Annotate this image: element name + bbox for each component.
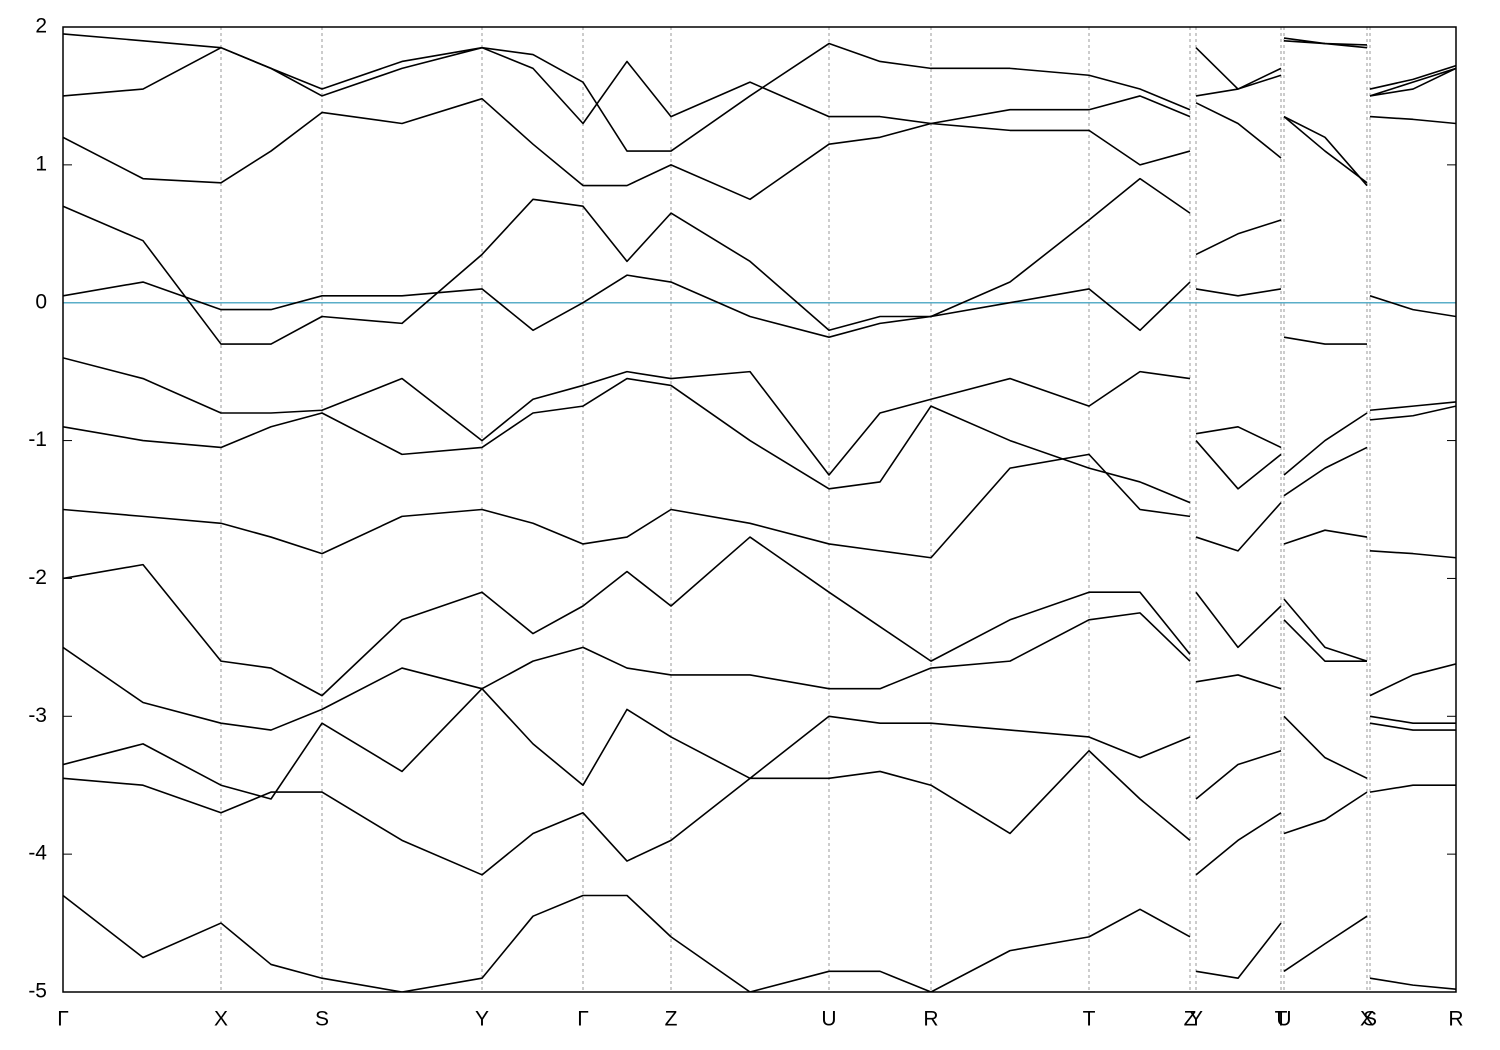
x-tick-label: Γ xyxy=(57,1008,69,1031)
y-tick-label: 1 xyxy=(35,152,47,175)
x-tick-label: U xyxy=(821,1008,836,1031)
y-tick-label: -1 xyxy=(28,428,47,451)
x-tick-label: S xyxy=(1363,1008,1377,1031)
y-tick-label: -4 xyxy=(28,842,47,865)
x-tick-label: Y xyxy=(1189,1008,1203,1031)
y-tick-label: -5 xyxy=(28,980,47,1003)
y-tick-label: 0 xyxy=(35,290,47,313)
x-tick-label: R xyxy=(1448,1008,1463,1031)
band-line xyxy=(63,536,1456,697)
x-tick-label: U xyxy=(1276,1008,1291,1031)
band-line xyxy=(63,612,1456,731)
band-line xyxy=(63,33,1456,152)
x-tick-label: T xyxy=(1083,1008,1096,1031)
band-line xyxy=(63,894,1456,992)
x-tick-label: X xyxy=(214,1008,228,1031)
x-tick-label: Z xyxy=(665,1008,678,1031)
y-tick-label: 2 xyxy=(35,15,47,38)
x-tick-label: Z xyxy=(1184,1008,1197,1031)
x-tick-label: T xyxy=(1275,1008,1288,1031)
plot-frame xyxy=(62,26,1457,993)
band-line xyxy=(63,687,1456,800)
x-tick-label: Γ xyxy=(577,1008,589,1031)
y-tick-label: -3 xyxy=(28,704,47,727)
band-line xyxy=(63,453,1456,559)
band-line xyxy=(63,274,1456,345)
x-tick-label: Y xyxy=(475,1008,489,1031)
y-tick-label: -2 xyxy=(28,566,47,589)
band-line xyxy=(63,749,1456,876)
band-line xyxy=(63,67,1456,201)
band-line xyxy=(63,357,1456,476)
x-tick-label: X xyxy=(1360,1008,1374,1031)
band-line xyxy=(63,39,1456,125)
band-line xyxy=(63,377,1456,504)
x-tick-label: S xyxy=(315,1008,329,1031)
band-line xyxy=(63,115,1456,345)
x-tick-label: R xyxy=(923,1008,938,1031)
